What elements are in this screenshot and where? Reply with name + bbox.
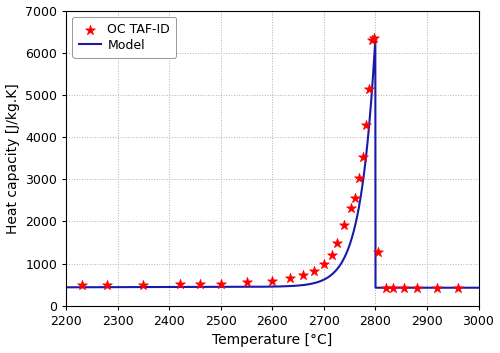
OC TAF-ID bbox=[140, 282, 147, 288]
Y-axis label: Heat capacity [J/kg.K]: Heat capacity [J/kg.K] bbox=[6, 83, 20, 234]
OC TAF-ID bbox=[242, 280, 250, 285]
X-axis label: Temperature [°C]: Temperature [°C] bbox=[212, 334, 332, 347]
Model bbox=[372, 286, 378, 290]
OC TAF-ID bbox=[454, 285, 462, 290]
Model bbox=[146, 285, 152, 289]
Model bbox=[142, 285, 148, 289]
OC TAF-ID bbox=[328, 252, 336, 258]
Line: Model: Model bbox=[66, 40, 478, 288]
OC TAF-ID bbox=[359, 155, 367, 160]
OC TAF-ID bbox=[340, 222, 348, 228]
Model bbox=[63, 285, 69, 289]
OC TAF-ID bbox=[300, 272, 308, 278]
OC TAF-ID bbox=[390, 285, 398, 291]
OC TAF-ID bbox=[382, 285, 390, 291]
OC TAF-ID bbox=[104, 282, 112, 288]
OC TAF-ID bbox=[351, 195, 359, 201]
OC TAF-ID bbox=[333, 241, 341, 246]
OC TAF-ID bbox=[355, 176, 363, 181]
OC TAF-ID bbox=[217, 281, 225, 286]
Model bbox=[476, 286, 482, 290]
Model bbox=[196, 285, 202, 289]
OC TAF-ID bbox=[368, 37, 376, 43]
OC TAF-ID bbox=[346, 205, 354, 211]
OC TAF-ID bbox=[365, 86, 373, 92]
OC TAF-ID bbox=[362, 122, 370, 128]
OC TAF-ID bbox=[268, 278, 276, 283]
OC TAF-ID bbox=[320, 261, 328, 267]
Model bbox=[472, 286, 478, 290]
Model bbox=[124, 285, 130, 289]
OC TAF-ID bbox=[176, 282, 184, 287]
Model bbox=[372, 37, 378, 42]
OC TAF-ID bbox=[196, 281, 204, 287]
OC TAF-ID bbox=[434, 285, 442, 291]
Legend: OC TAF-ID, Model: OC TAF-ID, Model bbox=[72, 17, 176, 58]
OC TAF-ID bbox=[412, 285, 420, 291]
OC TAF-ID bbox=[286, 276, 294, 281]
Model bbox=[226, 285, 232, 289]
OC TAF-ID bbox=[78, 282, 86, 288]
OC TAF-ID bbox=[400, 285, 408, 291]
OC TAF-ID bbox=[370, 36, 378, 41]
OC TAF-ID bbox=[374, 250, 382, 255]
OC TAF-ID bbox=[310, 268, 318, 274]
